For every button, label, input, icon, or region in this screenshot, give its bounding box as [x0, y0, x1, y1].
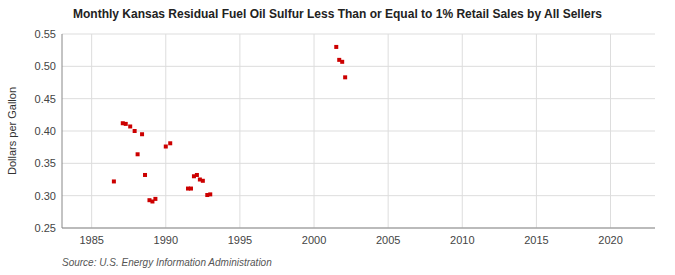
y-tick-label: 0.50 — [35, 60, 56, 72]
title: Monthly Kansas Residual Fuel Oil Sulfur … — [73, 7, 602, 21]
x-grid-line — [536, 34, 537, 228]
x-grid-line — [462, 34, 463, 228]
x-grid-line — [239, 34, 240, 228]
y-grid-line — [62, 34, 655, 35]
y-grid-line — [62, 163, 655, 164]
point — [201, 179, 205, 183]
points — [112, 45, 347, 204]
point — [124, 122, 128, 126]
point — [195, 173, 199, 177]
x-tick-label: 2020 — [598, 234, 622, 246]
x-grid-line — [314, 34, 315, 228]
y-tick-label: 0.45 — [35, 93, 56, 105]
x-tick-label: 2010 — [450, 234, 474, 246]
x-grid-line — [610, 34, 611, 228]
y-tick-label: 0.35 — [35, 157, 56, 169]
y-tick-label: 0.30 — [35, 190, 56, 202]
x-tick-label: 2000 — [302, 234, 326, 246]
x-tick-label: 2005 — [376, 234, 400, 246]
y-grid-line — [62, 195, 655, 196]
x-tick-label: 1990 — [154, 234, 178, 246]
point — [112, 179, 116, 183]
y-tick-label: 0.40 — [35, 125, 56, 137]
point — [143, 173, 147, 177]
y-grid-line — [62, 66, 655, 67]
y-grid-line — [62, 228, 655, 229]
point — [164, 145, 168, 149]
point — [189, 187, 193, 191]
point — [334, 45, 338, 49]
grid — [62, 34, 655, 228]
y-tick-label: 0.25 — [35, 222, 56, 234]
x-tick-label: 2015 — [524, 234, 548, 246]
point — [343, 75, 347, 79]
x-grid-line — [388, 34, 389, 228]
point — [140, 132, 144, 136]
y-grid-line — [62, 98, 655, 99]
source: Source: U.S. Energy Information Administ… — [62, 257, 272, 268]
y-tick-label: 0.55 — [35, 28, 56, 40]
point — [153, 197, 157, 201]
point — [168, 141, 172, 145]
point — [128, 124, 132, 128]
x-tick-label: 1985 — [79, 234, 103, 246]
x-grid-line — [91, 34, 92, 228]
chart: Monthly Kansas Residual Fuel Oil Sulfur … — [0, 0, 675, 275]
x-grid-line — [165, 34, 166, 228]
y-axis-label: Dollars per Gallon — [6, 87, 18, 175]
x-axis-line — [62, 228, 655, 229]
point — [136, 152, 140, 156]
point — [208, 192, 212, 196]
point — [133, 129, 137, 133]
x-tick-label: 1995 — [228, 234, 252, 246]
y-axis-line — [62, 34, 63, 228]
y-grid-line — [62, 131, 655, 132]
point — [340, 60, 344, 64]
